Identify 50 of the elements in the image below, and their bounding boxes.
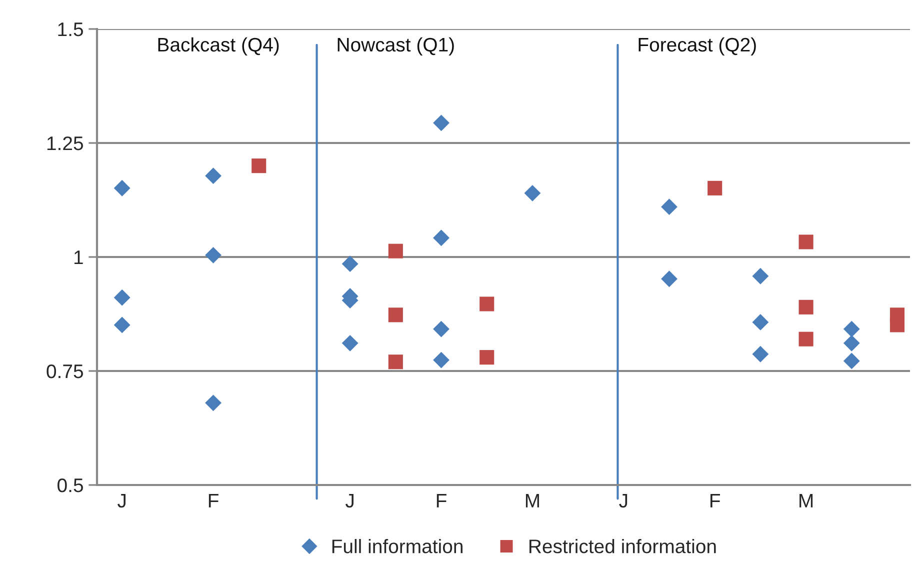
legend-label: Restricted information <box>530 538 716 554</box>
point <box>205 246 222 264</box>
legend-label: Full information <box>332 538 462 554</box>
point <box>890 318 905 332</box>
point <box>114 180 130 196</box>
annotation: Nowcast (Q1) <box>338 37 454 56</box>
point <box>661 198 678 216</box>
x-tick-label: J <box>346 494 354 508</box>
y-tick-label: 1 <box>74 250 83 264</box>
point <box>843 352 860 370</box>
point <box>205 168 222 184</box>
y-tick-label: 0.75 <box>46 364 83 378</box>
y-tick-label: 1.25 <box>47 136 83 150</box>
point <box>661 270 678 288</box>
point <box>798 332 814 346</box>
point <box>342 334 358 352</box>
x-tick-label: J <box>619 494 628 508</box>
x-tick-label: J <box>118 494 126 508</box>
point <box>480 350 494 365</box>
point <box>433 114 450 132</box>
point <box>843 320 860 338</box>
x-tick-label: M <box>526 494 539 508</box>
point <box>388 354 403 370</box>
x-tick-label: F <box>710 494 720 508</box>
point <box>388 244 403 258</box>
point <box>388 308 403 322</box>
point <box>798 234 814 250</box>
point <box>433 352 450 368</box>
point <box>433 230 450 246</box>
point <box>342 256 358 272</box>
point <box>752 346 769 362</box>
point <box>752 268 769 284</box>
x-tick-label: F <box>208 494 218 508</box>
annotation: Forecast (Q2) <box>638 37 756 56</box>
point <box>524 184 541 202</box>
point <box>708 180 722 196</box>
point <box>480 296 494 312</box>
point <box>114 289 130 306</box>
point <box>205 394 222 412</box>
y-tick-label: 1.5 <box>58 22 83 36</box>
point <box>114 316 130 334</box>
point <box>798 300 814 314</box>
point <box>843 334 860 352</box>
point <box>252 158 266 174</box>
x-tick-label: M <box>800 494 813 508</box>
annotation: Backcast (Q4) <box>158 37 279 56</box>
y-tick-label: 0.5 <box>58 478 83 492</box>
point <box>433 320 450 338</box>
x-tick-label: F <box>436 494 446 508</box>
point <box>752 314 769 330</box>
